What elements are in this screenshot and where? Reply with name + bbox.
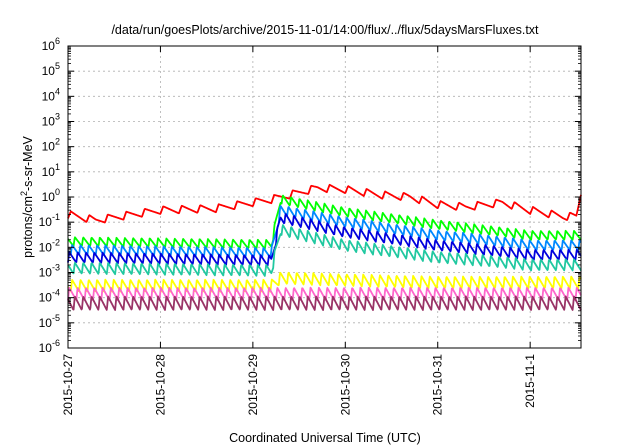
y-tick-base: 10: [39, 341, 53, 355]
x-tick-label: 2015-10-30: [338, 354, 352, 416]
y-axis-label-sup: 2: [19, 191, 29, 196]
y-tick-exp: -1: [52, 212, 60, 222]
y-tick-label: 10-2: [39, 237, 60, 254]
y-tick-label: 105: [42, 61, 60, 78]
y-tick-exp: 3: [55, 112, 60, 122]
y-tick-base: 10: [39, 266, 53, 280]
series-line: [67, 183, 582, 224]
y-tick-label: 101: [42, 162, 60, 179]
y-tick-base: 10: [42, 39, 56, 53]
y-axis-label-prefix: protons/cm: [21, 196, 35, 258]
series-line: [67, 194, 582, 250]
series-group: [67, 183, 582, 312]
series-line: [67, 213, 582, 267]
y-tick-base: 10: [42, 64, 56, 78]
y-tick-base: 10: [42, 89, 56, 103]
y-tick-label: 10-1: [39, 212, 60, 229]
y-tick-base: 10: [39, 291, 53, 305]
y-tick-exp: 6: [55, 36, 60, 46]
y-tick-exp: 0: [55, 187, 60, 197]
chart-title: /data/run/goesPlots/archive/2015-11-01/1…: [111, 23, 539, 37]
x-tick-label: 2015-10-31: [431, 354, 445, 416]
y-tick-base: 10: [42, 165, 56, 179]
y-tick-exp: -4: [52, 288, 60, 298]
y-tick-exp: 5: [55, 61, 60, 71]
y-axis-label: protons/cm2-s-sr-MeV: [19, 135, 35, 257]
y-tick-exp: -2: [52, 237, 60, 247]
y-tick-label: 10-4: [39, 288, 60, 305]
y-tick-exp: -6: [52, 338, 60, 348]
y-tick-exp: 2: [55, 137, 60, 147]
y-tick-base: 10: [39, 316, 53, 330]
plot-frame: [67, 45, 582, 349]
y-tick-base: 10: [39, 240, 53, 254]
series-line: [67, 295, 582, 312]
y-tick-exp: -3: [52, 263, 60, 273]
y-tick-base: 10: [42, 115, 56, 129]
y-tick-exp: 4: [55, 86, 60, 96]
y-tick-label: 104: [42, 86, 60, 103]
y-tick-exp: 1: [55, 162, 60, 172]
x-tick-label: 2015-10-27: [61, 354, 75, 416]
y-tick-label: 100: [42, 187, 60, 204]
x-tick-label: 2015-11-1: [523, 354, 537, 408]
y-tick-exp: -5: [52, 313, 60, 323]
y-tick-base: 10: [42, 140, 56, 154]
x-axis-label: Coordinated Universal Time (UTC): [229, 431, 421, 445]
y-tick-label: 106: [42, 36, 60, 53]
y-tick-label: 10-5: [39, 313, 60, 330]
series-line: [67, 224, 582, 277]
y-axis-label-suffix: -s-sr-MeV: [21, 135, 35, 191]
y-tick-label: 103: [42, 112, 60, 129]
y-tick-label: 102: [42, 137, 60, 154]
x-tick-label: 2015-10-29: [246, 354, 260, 416]
x-axis-ticks: 2015-10-27 2015-10-28 2015-10-29 2015-10-30…: [61, 46, 537, 415]
y-tick-label: 10-3: [39, 263, 60, 280]
y-tick-base: 10: [39, 215, 53, 229]
y-tick-label: 10-6: [39, 338, 60, 355]
y-tick-base: 10: [42, 190, 56, 204]
x-tick-label: 2015-10-28: [153, 354, 167, 416]
